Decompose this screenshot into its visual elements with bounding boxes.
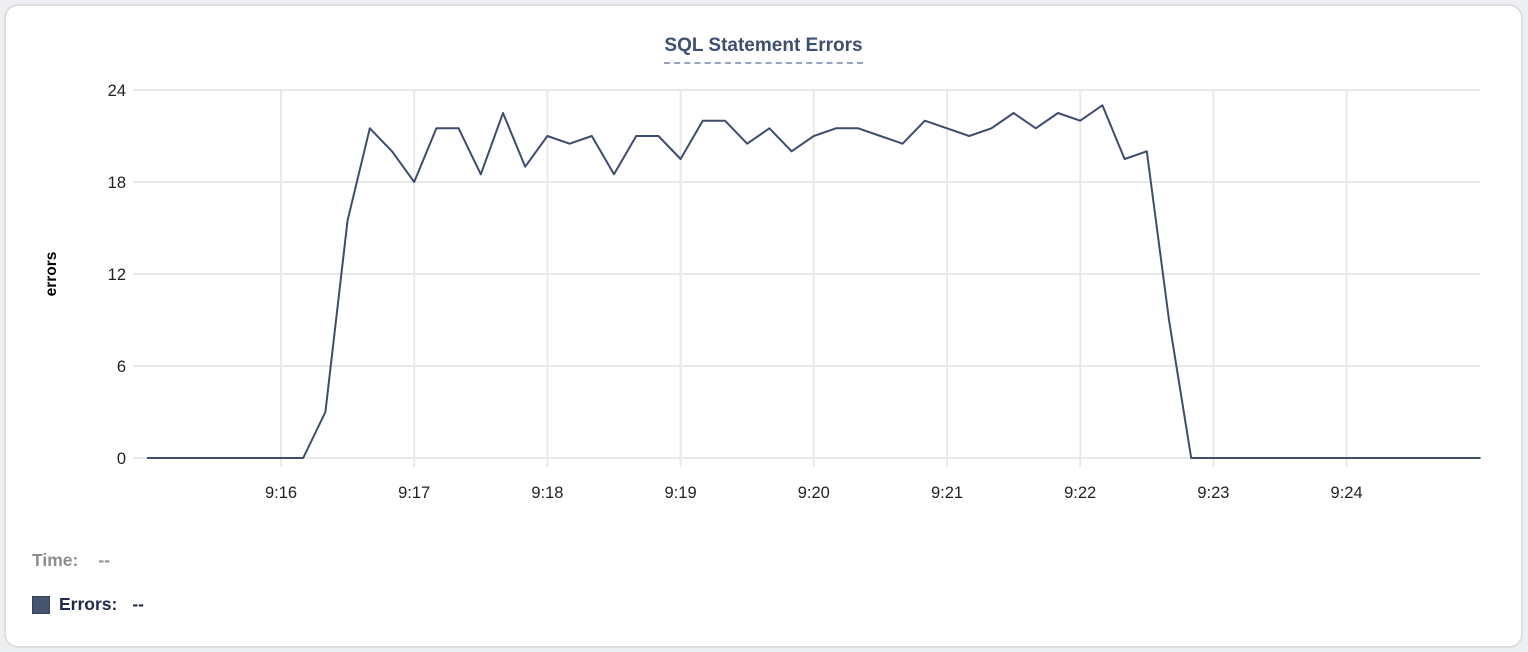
- tooltip-time-row: Time: --: [32, 550, 110, 571]
- svg-text:9:24: 9:24: [1331, 484, 1363, 502]
- y-tick-labels: 0 6 12 18 24: [108, 82, 126, 468]
- svg-text:6: 6: [117, 358, 126, 376]
- svg-text:errors: errors: [43, 252, 60, 297]
- svg-text:18: 18: [108, 174, 126, 192]
- x-gridlines: [280, 90, 1348, 467]
- tooltip-time-value: --: [98, 550, 111, 570]
- chart-header: SQL Statement Errors: [6, 35, 1521, 64]
- svg-text:9:22: 9:22: [1064, 484, 1096, 502]
- y-axis-title: errors: [43, 252, 60, 297]
- errors-series-line: [146, 104, 1481, 459]
- svg-text:24: 24: [108, 82, 126, 100]
- svg-text:9:16: 9:16: [265, 484, 297, 502]
- y-gridlines: [133, 89, 1480, 459]
- tooltip-errors-row: Errors: --: [32, 594, 144, 615]
- tooltip-errors-label: Errors:: [59, 594, 118, 614]
- svg-text:9:18: 9:18: [531, 484, 563, 502]
- tooltip-errors-value: --: [132, 594, 145, 614]
- x-tick-labels: 9:16 9:17 9:18 9:19 9:20 9:21 9:22 9:23 9:24: [265, 484, 1363, 502]
- svg-text:9:17: 9:17: [398, 484, 430, 502]
- chart-card: SQL Statement Errors 0 6 12 18 24 9:16 9:17 9:…: [4, 4, 1523, 648]
- tooltip-time-label: Time:: [32, 550, 79, 570]
- errors-line-chart[interactable]: 0 6 12 18 24 9:16 9:17 9:18 9:19 9:20 9:21 9:22 9:2…: [6, 6, 1523, 648]
- chart-title[interactable]: SQL Statement Errors: [664, 35, 863, 64]
- svg-text:9:23: 9:23: [1197, 484, 1229, 502]
- svg-text:9:20: 9:20: [798, 484, 830, 502]
- svg-text:0: 0: [117, 450, 126, 468]
- errors-series-swatch-icon: [32, 595, 50, 614]
- svg-text:9:21: 9:21: [931, 484, 963, 502]
- svg-text:12: 12: [108, 266, 126, 284]
- svg-text:9:19: 9:19: [665, 484, 697, 502]
